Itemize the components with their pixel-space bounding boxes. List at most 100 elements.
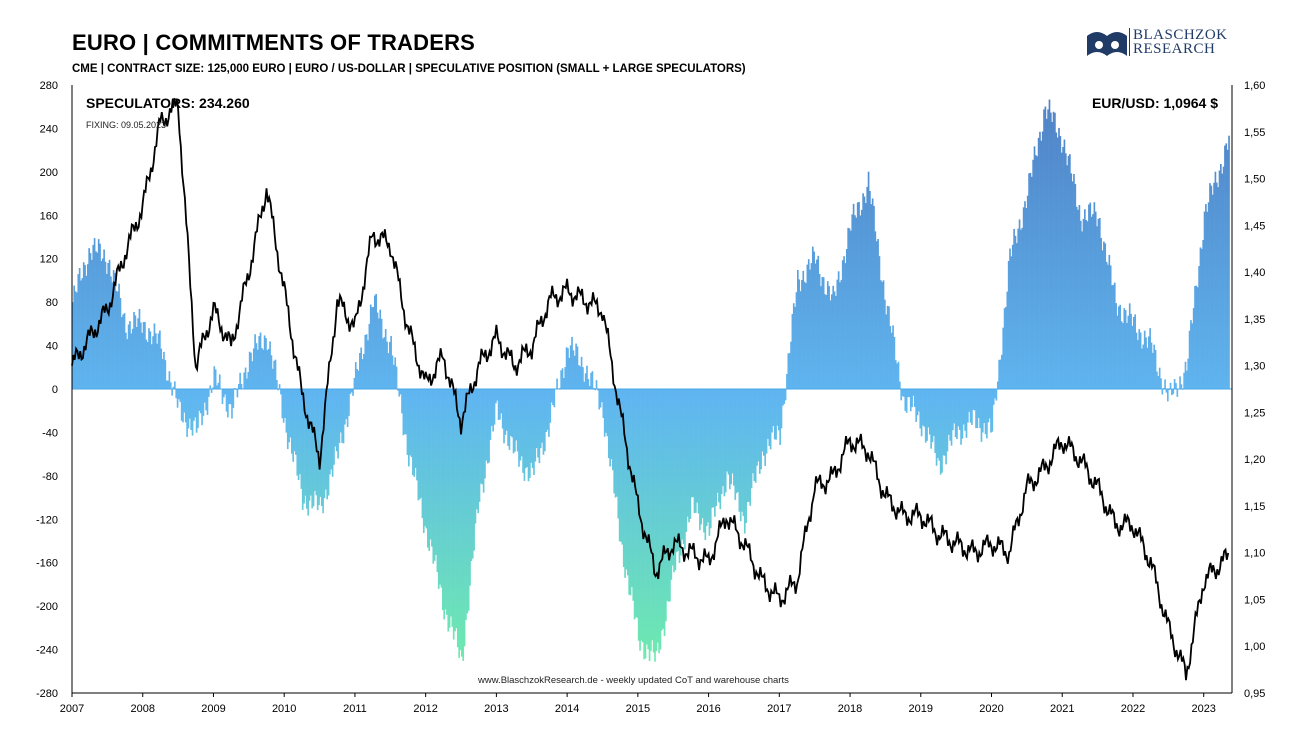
speculators-bar xyxy=(346,389,349,428)
speculators-bar xyxy=(568,357,571,389)
speculators-bar xyxy=(353,377,356,389)
speculators-bar xyxy=(508,389,511,450)
brand-line1: BLASCHZOK xyxy=(1133,27,1228,43)
speculators-bar xyxy=(719,389,722,510)
speculators-bar xyxy=(787,353,790,389)
speculators-bar xyxy=(1111,285,1113,389)
speculators-bar xyxy=(1196,287,1199,389)
speculators-bar xyxy=(931,389,934,443)
speculators-bar xyxy=(292,389,295,462)
speculators-bar xyxy=(458,389,460,658)
left-tick-label: -160 xyxy=(36,558,58,570)
speculators-bar xyxy=(1101,250,1104,389)
x-tick-label: 2010 xyxy=(272,703,296,715)
speculators-bar xyxy=(1152,352,1154,389)
speculators-bar xyxy=(436,389,439,573)
speculators-bar xyxy=(258,336,261,389)
speculators-bar xyxy=(416,389,418,481)
speculators-bar xyxy=(889,326,892,389)
speculators-bar xyxy=(629,389,632,596)
speculators-bar xyxy=(682,389,685,544)
speculators-bar xyxy=(632,389,635,601)
speculators-bar xyxy=(881,281,883,389)
speculators-bar xyxy=(794,306,796,389)
speculators-bar xyxy=(920,389,923,437)
speculators-bar xyxy=(541,389,543,443)
speculators-bar xyxy=(903,389,905,397)
speculators-bar xyxy=(515,389,518,441)
speculators-bar xyxy=(798,279,801,389)
speculators-bar xyxy=(907,389,909,398)
x-tick-label: 2016 xyxy=(696,703,720,715)
speculators-bar xyxy=(129,321,131,389)
speculators-bar xyxy=(356,369,358,389)
speculators-bar xyxy=(1162,387,1165,389)
speculators-bar xyxy=(1157,375,1160,389)
speculators-bar xyxy=(1119,304,1122,389)
speculators-bar xyxy=(941,389,943,473)
speculators-bar xyxy=(1218,170,1221,389)
speculators-bar xyxy=(194,389,197,418)
speculators-bar xyxy=(700,389,703,525)
speculators-bar xyxy=(810,263,813,389)
speculators-bar xyxy=(497,389,500,420)
speculators-bar xyxy=(1054,112,1056,390)
speculators-bar xyxy=(206,389,209,415)
speculators-bar xyxy=(286,389,289,450)
speculators-bar xyxy=(1100,237,1102,389)
speculators-bar xyxy=(1143,330,1146,389)
speculators-bar xyxy=(546,389,549,430)
right-tick-label: 1,00 xyxy=(1244,641,1265,653)
speculators-bar xyxy=(224,389,227,395)
speculators-bar xyxy=(758,389,761,474)
speculators-bar xyxy=(1036,156,1039,389)
speculators-bar xyxy=(749,389,752,506)
speculators-bar xyxy=(142,322,145,389)
speculators-bar xyxy=(762,389,765,456)
speculators-bar xyxy=(232,389,235,408)
speculators-bar xyxy=(421,389,424,519)
speculators-bar xyxy=(478,389,481,502)
speculators-bar xyxy=(603,389,606,437)
speculators-bar xyxy=(1056,137,1059,389)
speculators-bar xyxy=(500,389,503,414)
speculators-bar xyxy=(1064,153,1067,389)
speculators-bar xyxy=(190,389,192,430)
speculators-bar xyxy=(1090,216,1093,389)
speculators-bar xyxy=(949,389,952,441)
speculators-bar xyxy=(705,389,708,527)
speculators-bar xyxy=(954,389,957,438)
speculators-bar xyxy=(1172,389,1175,394)
speculators-bar xyxy=(1094,211,1097,389)
speculators-bar xyxy=(397,389,399,391)
speculators-bar xyxy=(992,389,995,405)
speculators-bar xyxy=(208,389,210,397)
speculators-bar xyxy=(1070,173,1073,389)
speculators-bar xyxy=(552,389,554,405)
speculators-bar xyxy=(493,389,496,425)
speculators-bar xyxy=(414,389,417,468)
speculators-bar xyxy=(1195,285,1198,389)
speculators-bar xyxy=(252,348,255,389)
speculators-bar xyxy=(769,389,772,450)
speculators-bar xyxy=(609,389,611,467)
speculators-bar xyxy=(1118,306,1120,389)
speculators-bar xyxy=(297,389,300,481)
speculators-bar xyxy=(780,389,783,429)
speculators-bar xyxy=(855,217,858,389)
speculators-bar xyxy=(945,389,947,465)
speculators-bar xyxy=(937,389,939,459)
speculators-bar xyxy=(741,389,743,512)
left-tick-label: 120 xyxy=(40,254,58,266)
speculators-bar xyxy=(111,282,114,389)
speculators-bar xyxy=(1018,219,1021,389)
speculators-bar xyxy=(369,304,372,389)
speculators-bar xyxy=(711,389,713,508)
speculators-bar xyxy=(1088,204,1090,389)
speculators-bar xyxy=(667,389,670,602)
speculators-bar xyxy=(103,249,105,389)
speculators-bar xyxy=(78,268,81,389)
speculators-bar xyxy=(610,389,613,460)
speculators-bar xyxy=(852,203,855,389)
speculators-bar xyxy=(620,389,622,542)
